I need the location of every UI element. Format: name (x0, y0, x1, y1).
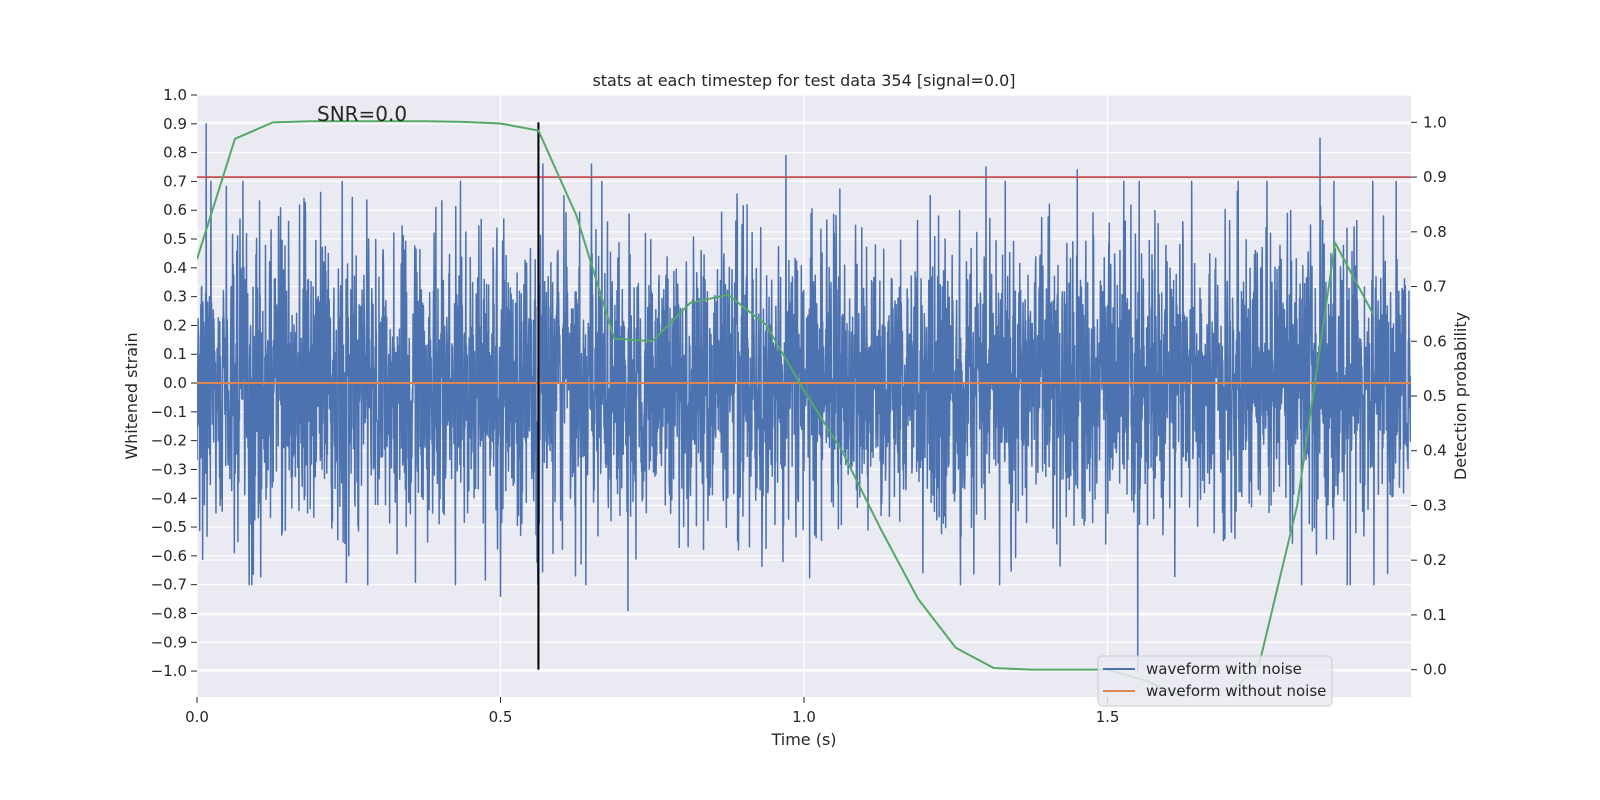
legend: waveform with noise waveform without noi… (1097, 655, 1333, 707)
y-tick-label: −0.9 (151, 633, 187, 651)
snr-annotation: SNR=0.0 (317, 102, 407, 126)
legend-label-noise: waveform with noise (1146, 660, 1302, 678)
x-tick-label: 1.0 (792, 708, 816, 726)
y-tick-label: −0.8 (151, 604, 187, 622)
y2-tick-label: 0.7 (1423, 278, 1447, 296)
y-tick-label: 0.0 (163, 374, 187, 392)
y-tick-label: −0.2 (151, 432, 187, 450)
y-tick-label: 0.3 (163, 288, 187, 306)
x-tick-label: 1.5 (1096, 708, 1120, 726)
x-tick-label: 0.5 (489, 708, 513, 726)
left-axis: 1.0 0.9 0.8 0.7 0.6 0.5 0.4 0.3 0.2 0.1 0.0 −0.1 −0.… (151, 86, 197, 680)
y-tick-label: −0.1 (151, 403, 187, 421)
y-tick-label: −0.6 (151, 547, 187, 565)
y-tick-label: 0.1 (163, 345, 187, 363)
y-tick-label: −0.5 (151, 518, 187, 536)
y2-tick-label: 0.1 (1423, 606, 1447, 624)
y-tick-label: −0.7 (151, 576, 187, 594)
y-tick-label: 0.5 (163, 230, 187, 248)
y2-tick-label: 0.0 (1423, 661, 1447, 679)
y2-axis-label: Detection probability (1451, 312, 1470, 480)
y2-tick-label: 0.9 (1423, 168, 1447, 186)
y-tick-label: 0.9 (163, 115, 187, 133)
y-tick-label: 0.2 (163, 316, 187, 334)
y-axis-label: Whitened strain (122, 332, 141, 459)
x-axis-label: Time (s) (770, 730, 836, 749)
y-tick-label: −1.0 (151, 662, 187, 680)
y2-tick-label: 0.6 (1423, 332, 1447, 350)
right-axis: 1.0 0.9 0.8 0.7 0.6 0.5 0.4 0.3 0.2 0.1 0.0 (1411, 113, 1447, 679)
y-tick-label: 0.6 (163, 201, 187, 219)
y-tick-label: −0.4 (151, 489, 187, 507)
legend-box (1097, 655, 1333, 707)
y2-tick-label: 0.2 (1423, 551, 1447, 569)
y-tick-label: 0.4 (163, 259, 187, 277)
x-tick-label: 0.0 (185, 708, 209, 726)
y2-tick-label: 1.0 (1423, 113, 1447, 131)
y-tick-label: 0.7 (163, 172, 187, 190)
legend-label-clean: waveform without noise (1146, 682, 1326, 700)
y-tick-label: 0.8 (163, 144, 187, 162)
chart-title: stats at each timestep for test data 354… (592, 71, 1015, 90)
y-tick-label: 1.0 (163, 86, 187, 104)
y-tick-label: −0.3 (151, 460, 187, 478)
y2-tick-label: 0.3 (1423, 496, 1447, 514)
y2-tick-label: 0.8 (1423, 223, 1447, 241)
y2-tick-label: 0.4 (1423, 442, 1447, 460)
y2-tick-label: 0.5 (1423, 387, 1447, 405)
series-waveform-with-noise (197, 123, 1411, 672)
